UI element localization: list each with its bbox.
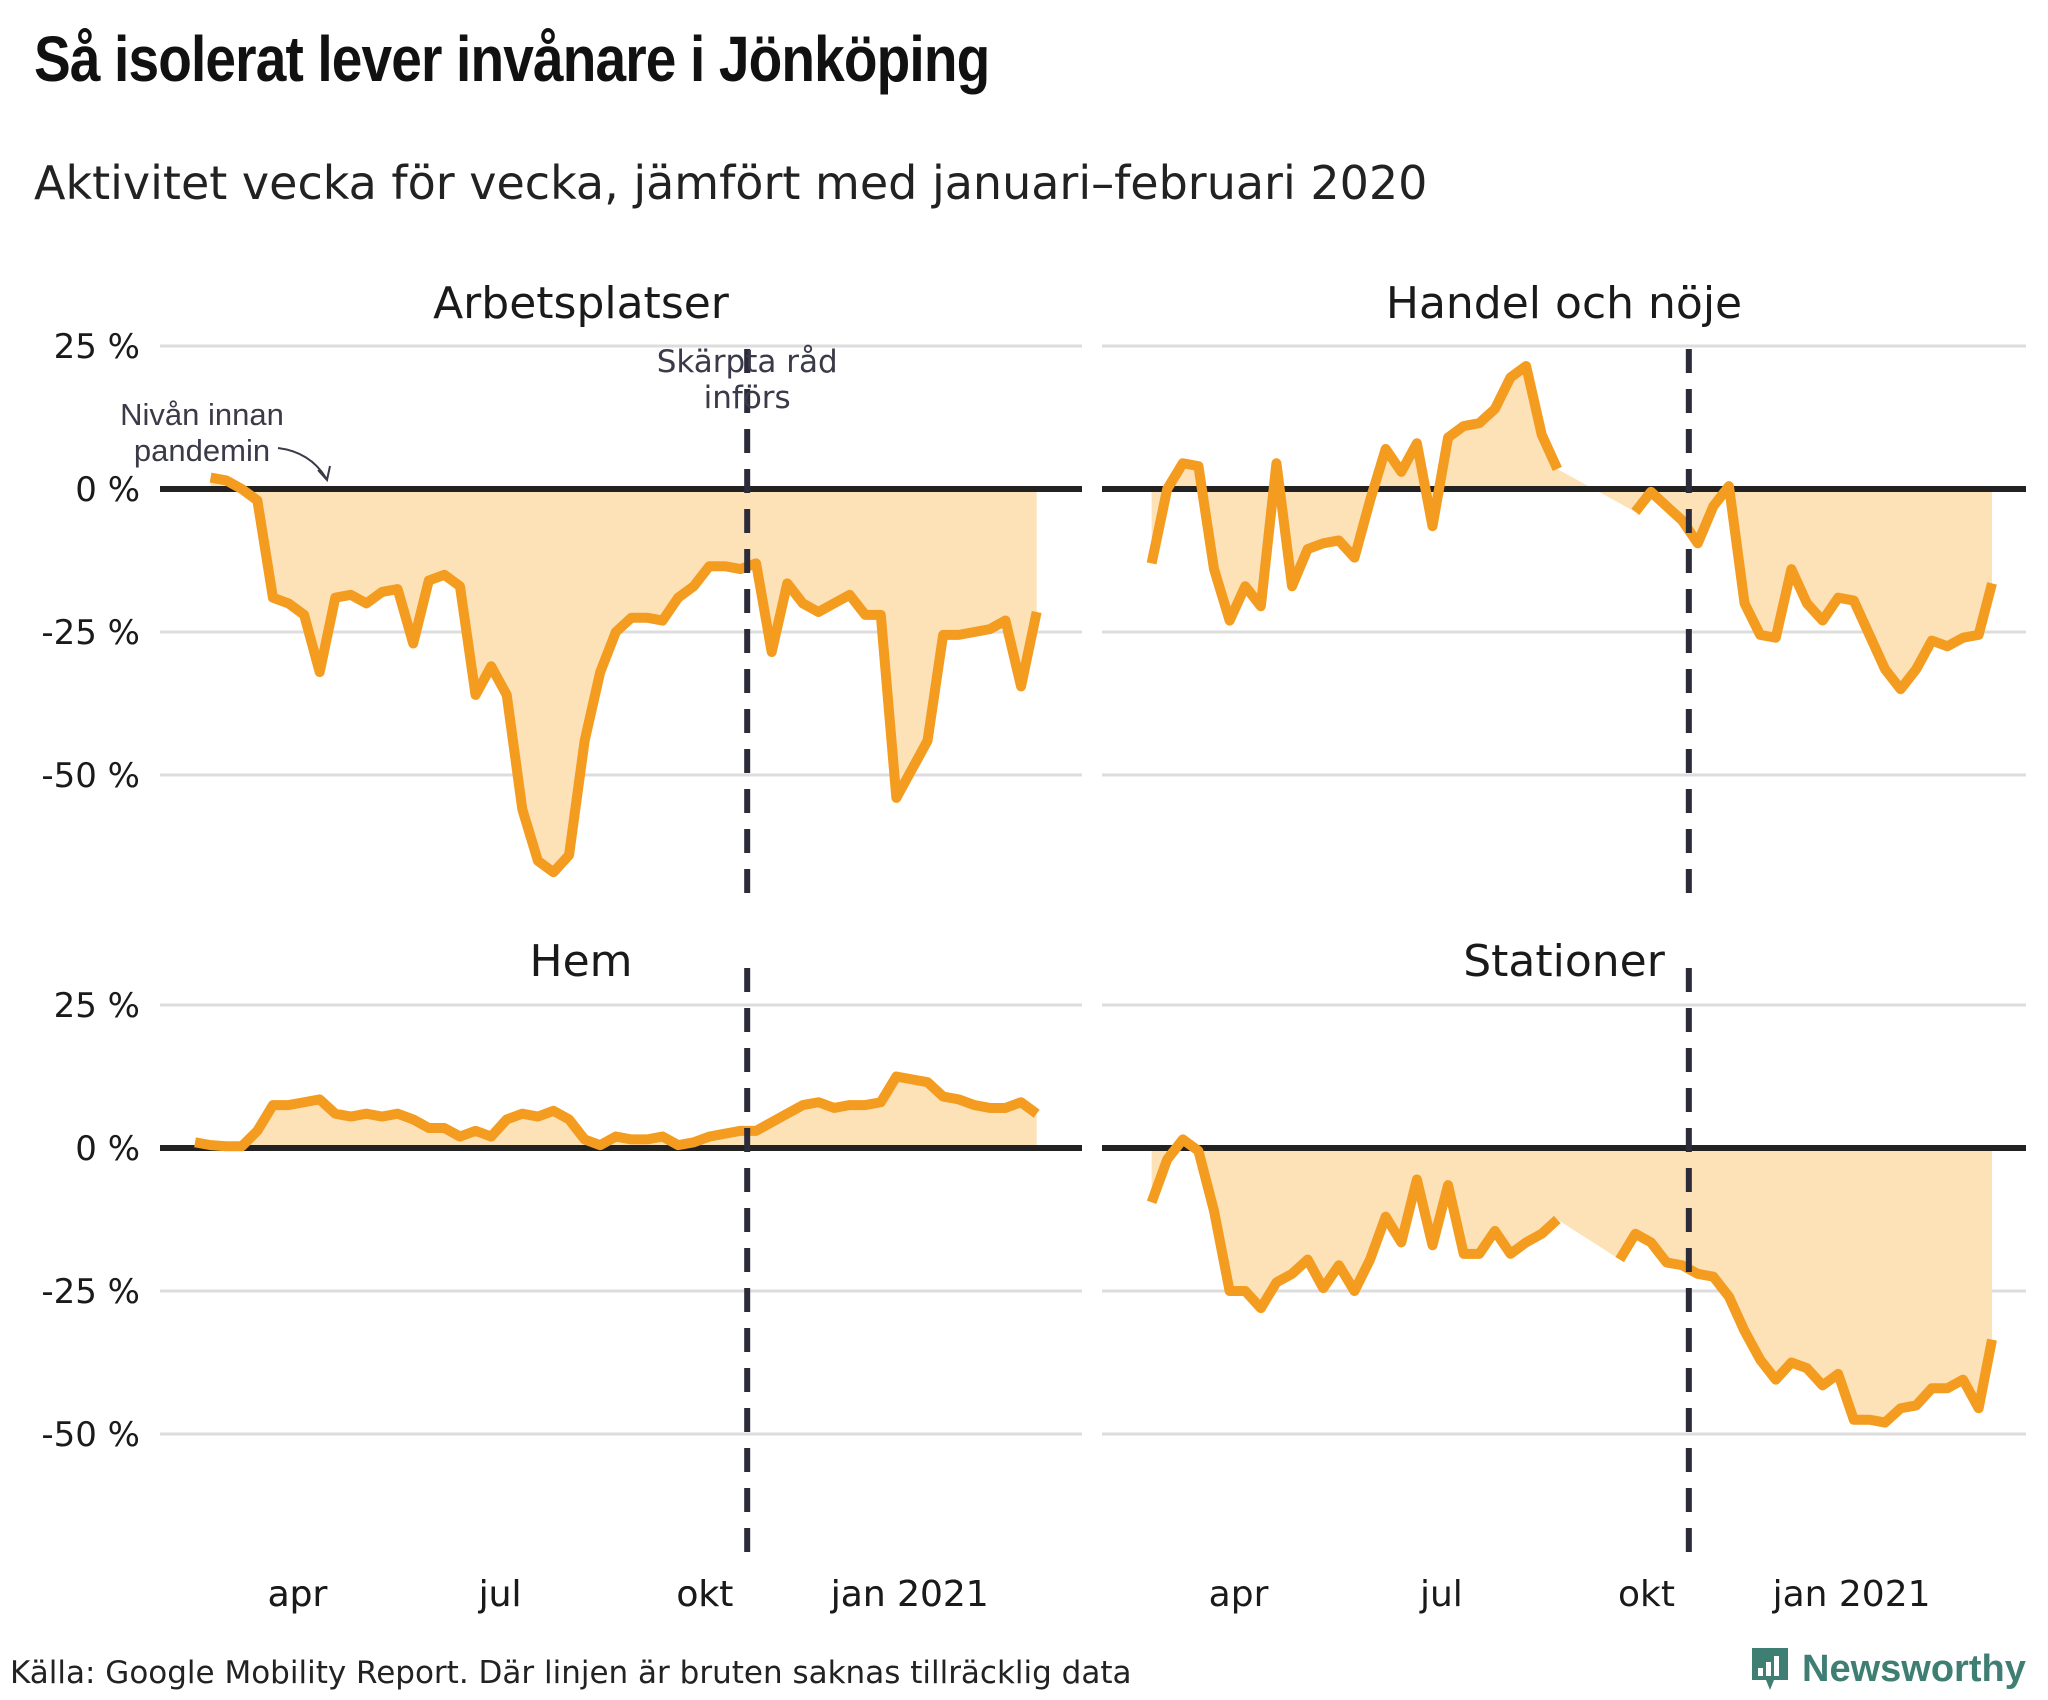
newsworthy-logo-icon [1752,1648,1788,1690]
area-fill [1151,1139,1992,1423]
series-line [194,1071,1040,1152]
vline-label: Skärpta råd [657,344,838,380]
series-line [1146,1134,1561,1314]
vline-label: införs [704,380,791,416]
brand-logo[interactable]: Newsworthy [1748,1644,2026,1694]
chart-subtitle: Aktivitet vecka för vecka, jämfört med j… [34,156,1428,210]
annotation-arrowhead [317,465,331,483]
area-fill [195,1076,1037,1148]
x-tick-label: okt [676,1574,733,1615]
x-tick-label: jul [478,1574,522,1615]
x-tick-label: jul [478,1574,522,1615]
panel-title: Handel och nöje [1386,278,1742,329]
x-tick-label: jul [1419,1574,1463,1615]
x-tick-label: apr [268,1574,328,1615]
x-tick-label: okt [676,1574,733,1615]
chart-title: Så isolerat lever invånare i Jönköping [34,23,990,95]
series-line [1615,1228,1997,1428]
annotation-label: pandemin [134,433,270,468]
annotation-label: Nivån innan [120,397,284,432]
x-tick-label: jan 2021 [830,1574,989,1615]
area-fill [210,477,1037,873]
y-tick-label: 25 % [54,986,140,1026]
series-line [1146,361,1562,626]
y-tick-label: -25 % [41,613,140,653]
panel-title: Arbetsplatser [433,278,730,329]
annotation-arrow [277,447,327,479]
x-tick-label: apr [268,1574,328,1615]
area-fill [1151,366,1992,690]
y-tick-label: 0 % [75,1129,140,1169]
y-tick-label: -50 % [41,756,140,796]
series-line [1631,481,1997,695]
y-tick-label: -25 % [41,1272,140,1312]
panel-title: Stationer [1463,936,1665,987]
x-tick-label: jan 2021 [1772,1574,1931,1615]
x-tick-label: okt [1618,1574,1675,1615]
source-footnote: Källa: Google Mobility Report. Där linje… [10,1655,1132,1691]
x-tick-label: jan 2021 [830,1574,989,1615]
y-tick-label: 0 % [75,470,140,510]
panel-title: Hem [529,936,632,987]
brand-name: Newsworthy [1802,1647,2026,1690]
y-tick-label: 25 % [54,327,140,367]
y-tick-label: -50 % [41,1415,140,1455]
series-line [209,472,1042,878]
x-tick-label: apr [1209,1574,1269,1615]
